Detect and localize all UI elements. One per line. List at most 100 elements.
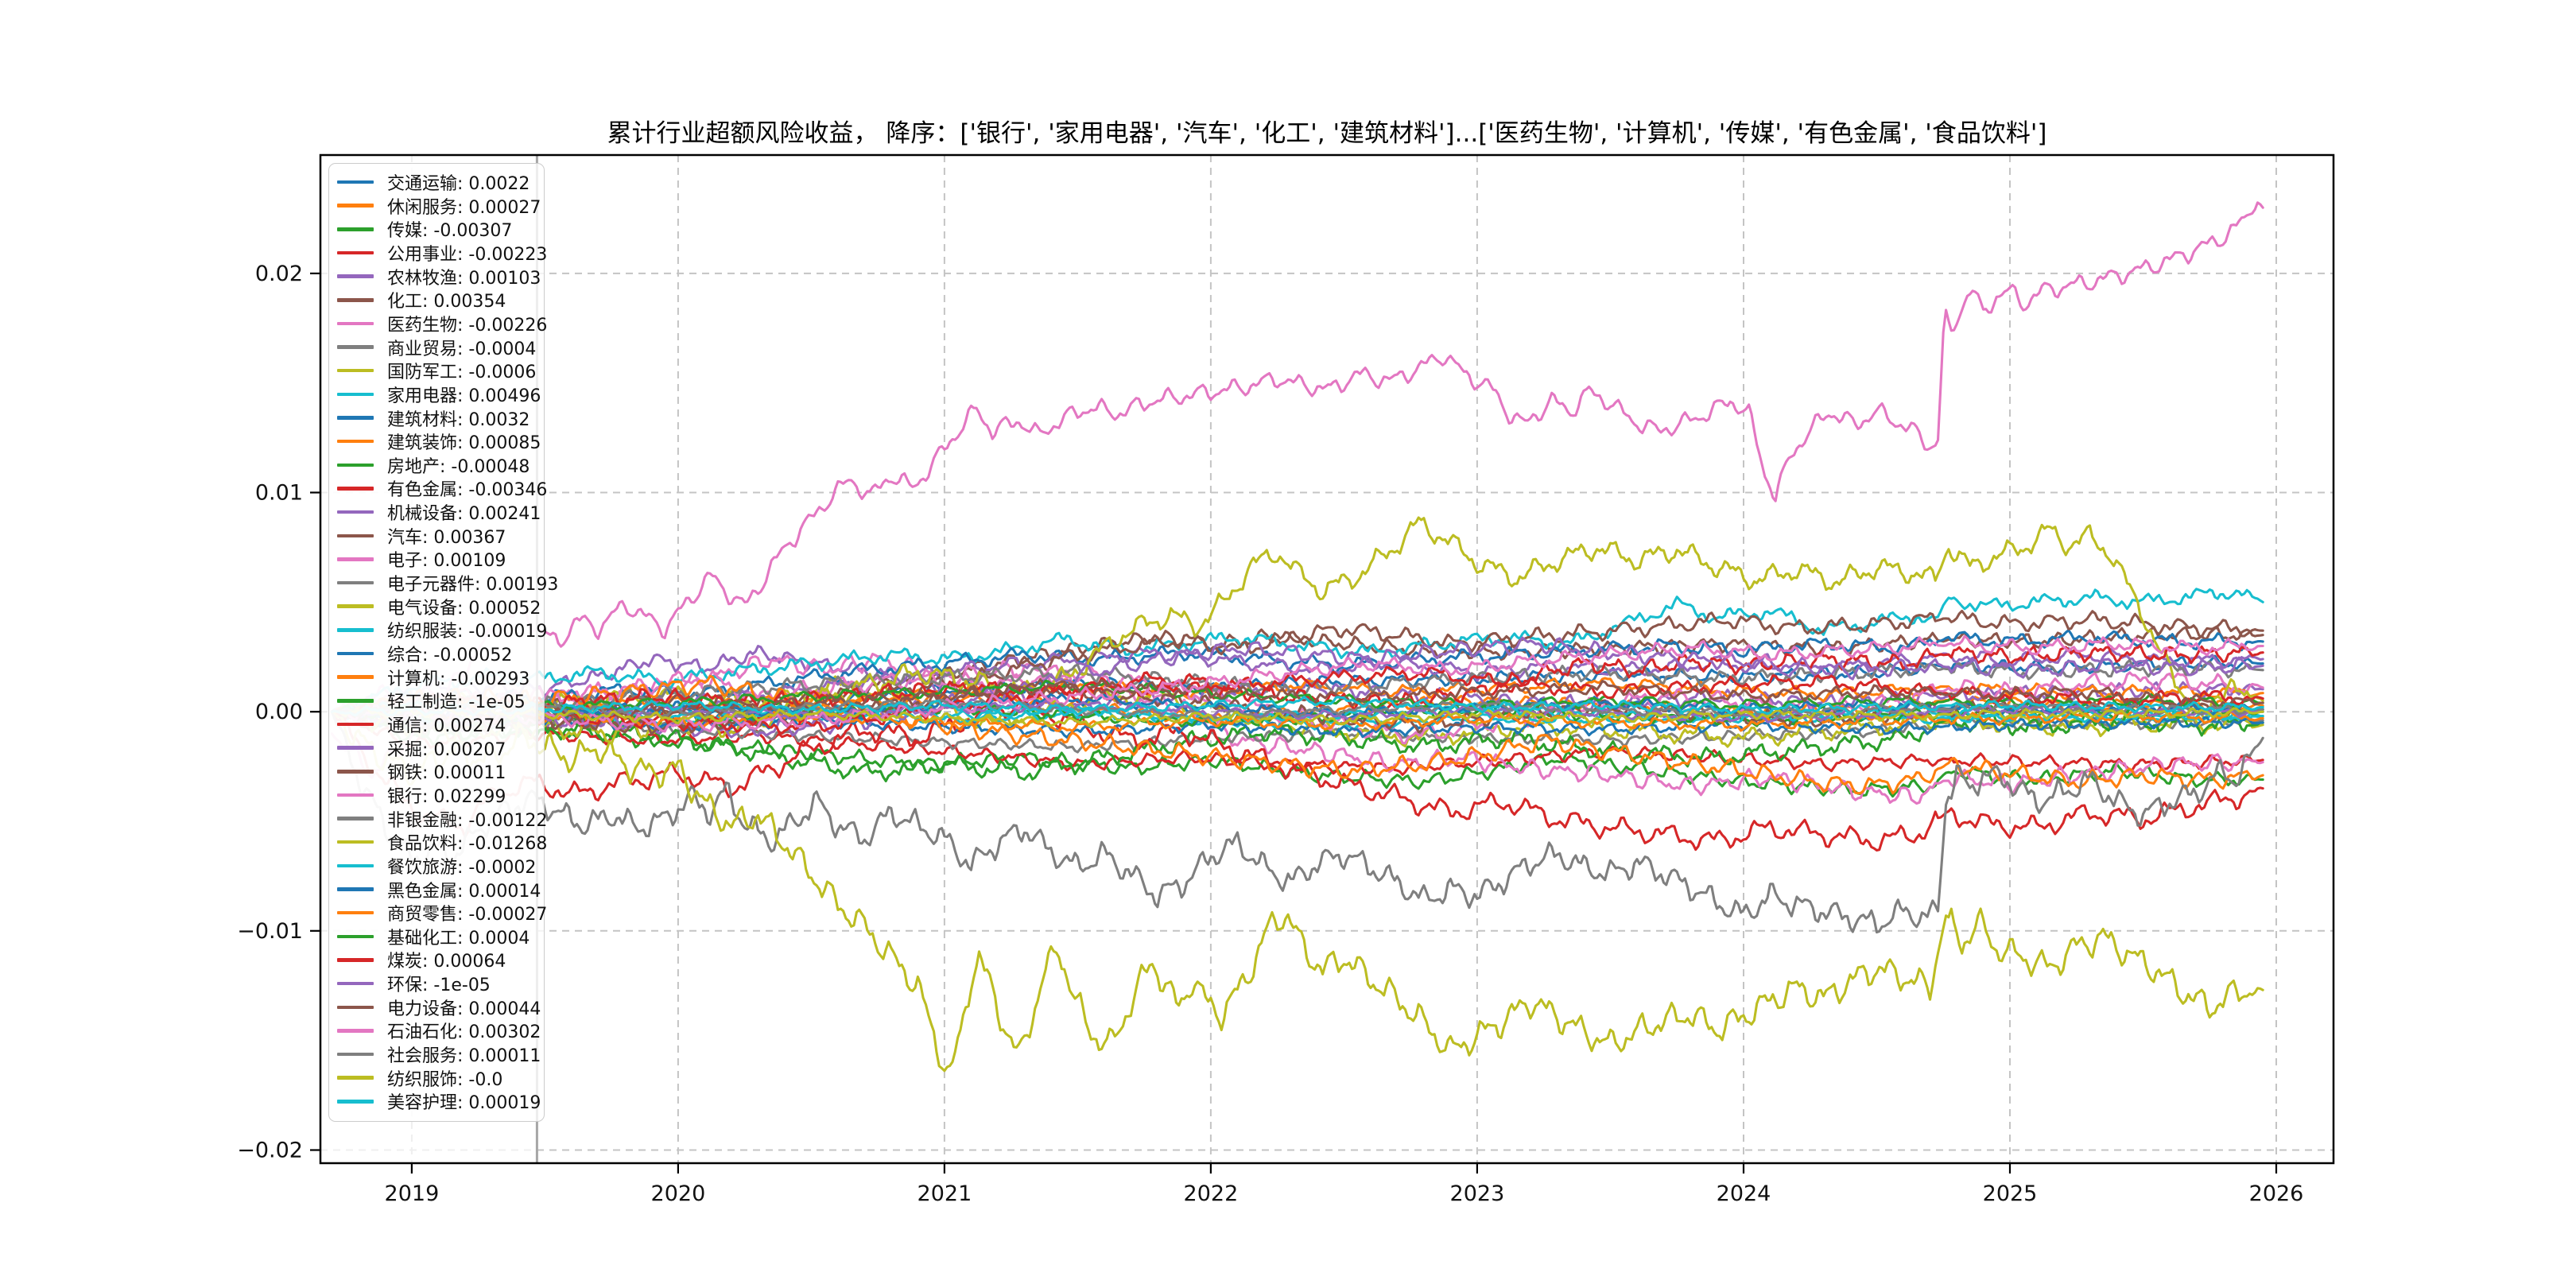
x-tick-label: 2021: [918, 1181, 972, 1206]
legend-item-label: 有色金属: -0.00346: [387, 480, 548, 501]
legend-item: 非银金融: -0.00122: [329, 807, 548, 831]
legend-item: 电力设备: 0.00044: [329, 995, 544, 1019]
legend-line-swatch: [337, 180, 374, 184]
legend-line-swatch: [337, 863, 374, 868]
legend-item-label: 基础化工: 0.0004: [387, 928, 530, 949]
legend-item-label: 国防军工: -0.0006: [387, 363, 537, 383]
legend-item: 采掘: 0.00207: [329, 736, 544, 760]
series-line-9: [330, 588, 2264, 713]
legend-item: 银行: 0.02299: [329, 783, 544, 807]
legend-item-label: 纺织服饰: -0.0: [387, 1069, 503, 1090]
legend-line-swatch: [337, 580, 374, 585]
legend-line-swatch: [337, 1100, 374, 1104]
legend-line-swatch: [337, 416, 374, 420]
legend-item: 石油石化: 0.00302: [329, 1018, 544, 1042]
legend-line-swatch: [337, 250, 374, 255]
legend-item-label: 综合: -0.00052: [387, 646, 513, 665]
legend-item-label: 纺织服装: -0.00019: [387, 622, 548, 642]
chart-title: 累计行业超额风险收益， 降序：['银行', '家用电器', '汽车', '化工'…: [607, 119, 2047, 148]
legend-line-swatch: [337, 1076, 374, 1080]
legend-item-label: 汽车: 0.00367: [387, 527, 506, 548]
y-tick-label: 0.01: [255, 481, 303, 506]
legend-item: 电气设备: 0.00052: [329, 595, 544, 619]
legend-line-swatch: [337, 392, 374, 397]
legend-item: 房地产: -0.00048: [329, 453, 544, 477]
legend-item: 汽车: 0.00367: [329, 524, 544, 548]
legend-line-swatch: [337, 487, 374, 491]
y-tick-label: −0.02: [237, 1139, 303, 1163]
x-tick-label: 2019: [385, 1181, 440, 1206]
legend-item-label: 黑色金属: 0.00014: [387, 881, 541, 902]
y-tick-label: 0.00: [255, 700, 303, 724]
legend-line-swatch: [337, 510, 374, 514]
legend-line-swatch: [337, 439, 374, 444]
legend-item: 纺织服装: -0.00019: [329, 618, 548, 642]
legend-item: 电子元器件: 0.00193: [329, 571, 558, 595]
legend-line-swatch: [337, 298, 374, 302]
legend-item-label: 采掘: 0.00207: [387, 739, 506, 760]
series-line-36: [330, 634, 2264, 733]
legend-item-label: 交通运输: 0.0022: [387, 174, 530, 194]
series-line-6: [330, 653, 2264, 805]
legend-item: 纺织服饰: -0.0: [329, 1066, 544, 1090]
legend-line-swatch: [337, 533, 374, 537]
legend-item-label: 机械设备: 0.00241: [387, 504, 541, 525]
legend-line-swatch: [337, 204, 374, 208]
series-line-28: [330, 710, 2264, 1073]
legend-item: 国防军工: -0.0006: [329, 359, 544, 382]
legend-line-swatch: [337, 840, 374, 844]
legend-line-swatch: [337, 699, 374, 703]
legend-item-label: 计算机: -0.00293: [387, 669, 530, 689]
legend-line-swatch: [337, 227, 374, 231]
legend-item-label: 美容护理: 0.00019: [387, 1093, 541, 1114]
legend-line-swatch: [337, 817, 374, 821]
legend-item-label: 建筑材料: 0.0032: [387, 409, 530, 430]
legend-item: 基础化工: 0.0004: [329, 925, 544, 949]
series-line-20: [330, 708, 2264, 739]
legend-item: 电子: 0.00109: [329, 547, 544, 571]
x-tick-label: 2022: [1184, 1181, 1239, 1206]
series-line-38: [330, 705, 2264, 729]
legend-item-label: 非银金融: -0.00122: [387, 810, 548, 831]
series-line-23: [330, 644, 2264, 719]
series-line-2: [330, 710, 2264, 798]
legend-item-label: 煤炭: 0.00064: [387, 952, 506, 972]
legend-item: 机械设备: 0.00241: [329, 500, 544, 524]
legend-item-label: 食品饮料: -0.01268: [387, 834, 548, 855]
legend-item: 商贸零售: -0.00027: [329, 901, 547, 925]
legend-item-label: 钢铁: 0.00011: [387, 763, 506, 784]
x-tick-label: 2023: [1450, 1181, 1505, 1206]
legend-item-label: 建筑装饰: 0.00085: [387, 433, 541, 454]
legend-line-swatch: [337, 770, 374, 774]
legend-line-swatch: [337, 368, 374, 373]
legend-item-label: 医药生物: -0.00226: [387, 315, 548, 336]
series-line-39: [330, 695, 2264, 717]
legend-line-swatch: [337, 321, 374, 326]
series-line-35: [330, 678, 2264, 724]
legend-item-label: 银行: 0.02299: [387, 786, 506, 807]
legend-line-swatch: [337, 887, 374, 891]
x-tick-label: 2020: [651, 1181, 706, 1206]
legend-line-swatch: [337, 934, 374, 939]
legend-line-swatch: [337, 1052, 374, 1057]
series-line-12: [330, 704, 2264, 782]
legend-item: 医药生物: -0.00226: [329, 312, 548, 336]
legend-item: 休闲服务: 0.00027: [329, 194, 544, 218]
series-line-26: [330, 201, 2264, 779]
legend-line-swatch: [337, 722, 374, 727]
legend-item: 综合: -0.00052: [329, 642, 544, 665]
legend-line-swatch: [337, 345, 374, 349]
legend-line-swatch: [337, 274, 374, 278]
legend-item: 商业贸易: -0.0004: [329, 336, 544, 359]
legend-line-swatch: [337, 910, 374, 915]
legend-item: 公用事业: -0.00223: [329, 241, 547, 265]
legend-item-label: 电气设备: 0.00052: [387, 598, 541, 619]
legend-item: 黑色金属: 0.00014: [329, 878, 544, 902]
legend-item: 社会服务: 0.00011: [329, 1042, 544, 1066]
legend-line-swatch: [337, 1005, 374, 1009]
legend-line-swatch: [337, 675, 374, 679]
legend-item: 环保: -1e-05: [329, 972, 544, 995]
x-tick-label: 2024: [1717, 1181, 1771, 1206]
series-line-3: [330, 710, 2264, 776]
legend-item: 轻工制造: -1e-05: [329, 689, 544, 712]
